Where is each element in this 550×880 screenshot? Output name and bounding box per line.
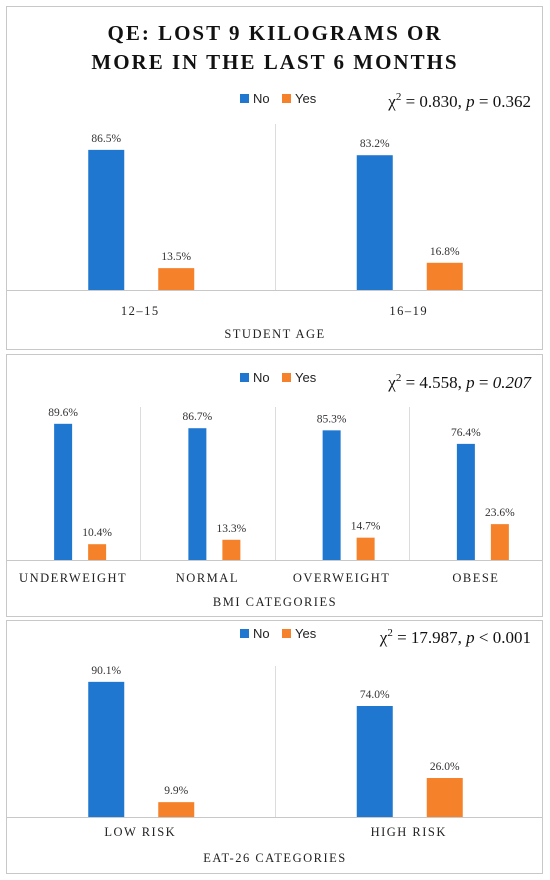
category-label-1: 12–15 xyxy=(121,304,160,318)
x-axis-title: EAT-26 CATEGORIES xyxy=(203,851,346,865)
bar-no-1 xyxy=(88,149,125,290)
data-label-yes-3: 14.7% xyxy=(351,521,381,533)
chart-panel-1: No Yes χ2 = 0.830, p = 0.362 86.5% 13.5% 12–1… xyxy=(6,91,543,341)
data-label-no-1: 90.1% xyxy=(91,665,121,677)
legend: No Yes xyxy=(240,91,317,106)
stat-annotation: χ2 = 0.830, p = 0.362 xyxy=(387,91,531,111)
bar-no-1 xyxy=(54,423,73,560)
legend-label-no: No xyxy=(253,370,270,385)
bar-yes-1 xyxy=(158,802,195,817)
panel-border-eat xyxy=(6,620,543,874)
stat-annotation: χ2 = 17.987, p < 0.001 xyxy=(379,627,531,647)
data-label-yes-2: 16.8% xyxy=(430,246,460,258)
legend-label-yes: Yes xyxy=(295,91,317,106)
legend: No Yes xyxy=(240,370,317,385)
category-label-2: 16–19 xyxy=(389,304,428,318)
data-label-no-4: 76.4% xyxy=(451,427,481,439)
x-axis-title: BMI CATEGORIES xyxy=(213,595,337,609)
legend-swatch-no xyxy=(240,629,249,638)
data-label-no-2: 86.7% xyxy=(183,411,213,423)
panel-border-age xyxy=(6,6,543,350)
bar-no-2 xyxy=(356,706,393,817)
data-label-no-3: 85.3% xyxy=(317,413,347,425)
data-label-yes-2: 26.0% xyxy=(430,761,460,773)
bar-yes-2 xyxy=(222,539,241,560)
bar-yes-3 xyxy=(356,537,375,560)
legend-label-no: No xyxy=(253,91,270,106)
bar-no-4 xyxy=(456,443,475,560)
category-label-3: OVERWEIGHT xyxy=(293,571,391,585)
data-label-yes-1: 13.5% xyxy=(161,251,191,263)
legend-swatch-yes xyxy=(282,629,291,638)
bar-no-2 xyxy=(356,155,393,290)
data-label-yes-1: 10.4% xyxy=(82,527,112,539)
chart-panel-2: No Yes χ2 = 4.558, p = 0.207 89.6% 10.4% UNDE… xyxy=(6,370,543,609)
stat-annotation: χ2 = 4.558, p = 0.207 xyxy=(387,372,532,392)
category-label-1: UNDERWEIGHT xyxy=(19,571,127,585)
data-label-no-2: 83.2% xyxy=(360,138,390,150)
category-label-2: NORMAL xyxy=(176,571,239,585)
page-title-line2: MORE IN THE LAST 6 MONTHS xyxy=(91,50,458,74)
data-label-yes-2: 13.3% xyxy=(217,523,247,535)
x-axis-title: STUDENT AGE xyxy=(224,327,325,341)
bar-yes-2 xyxy=(426,778,463,817)
data-label-no-2: 74.0% xyxy=(360,689,390,701)
category-label-4: OBESE xyxy=(452,571,499,585)
bar-yes-1 xyxy=(88,544,107,560)
legend-swatch-no xyxy=(240,373,249,382)
legend-label-yes: Yes xyxy=(295,626,317,641)
data-label-no-1: 89.6% xyxy=(48,407,78,419)
bar-no-1 xyxy=(88,681,125,817)
category-label-1: LOW RISK xyxy=(104,825,176,839)
legend-swatch-yes xyxy=(282,373,291,382)
legend-swatch-yes xyxy=(282,94,291,103)
bar-yes-2 xyxy=(426,262,463,290)
data-label-no-1: 86.5% xyxy=(91,133,121,145)
legend-label-no: No xyxy=(253,626,270,641)
panel-border-bmi xyxy=(6,354,543,617)
legend-swatch-no xyxy=(240,94,249,103)
bar-yes-1 xyxy=(158,268,195,290)
category-label-2: HIGH RISK xyxy=(371,825,447,839)
bar-yes-4 xyxy=(490,524,509,560)
legend-label-yes: Yes xyxy=(295,370,317,385)
data-label-yes-4: 23.6% xyxy=(485,507,515,519)
chart-panel-3: No Yes χ2 = 17.987, p < 0.001 90.1% 9.9% LOW … xyxy=(6,626,543,865)
page-title-line1: QE: LOST 9 KILOGRAMS OR xyxy=(108,21,443,45)
data-label-yes-1: 9.9% xyxy=(164,785,188,797)
charts-group: No Yes χ2 = 0.830, p = 0.362 86.5% 13.5% 12–1… xyxy=(6,91,543,865)
bar-no-2 xyxy=(188,428,207,560)
bar-no-3 xyxy=(322,430,341,560)
legend: No Yes xyxy=(240,626,317,641)
